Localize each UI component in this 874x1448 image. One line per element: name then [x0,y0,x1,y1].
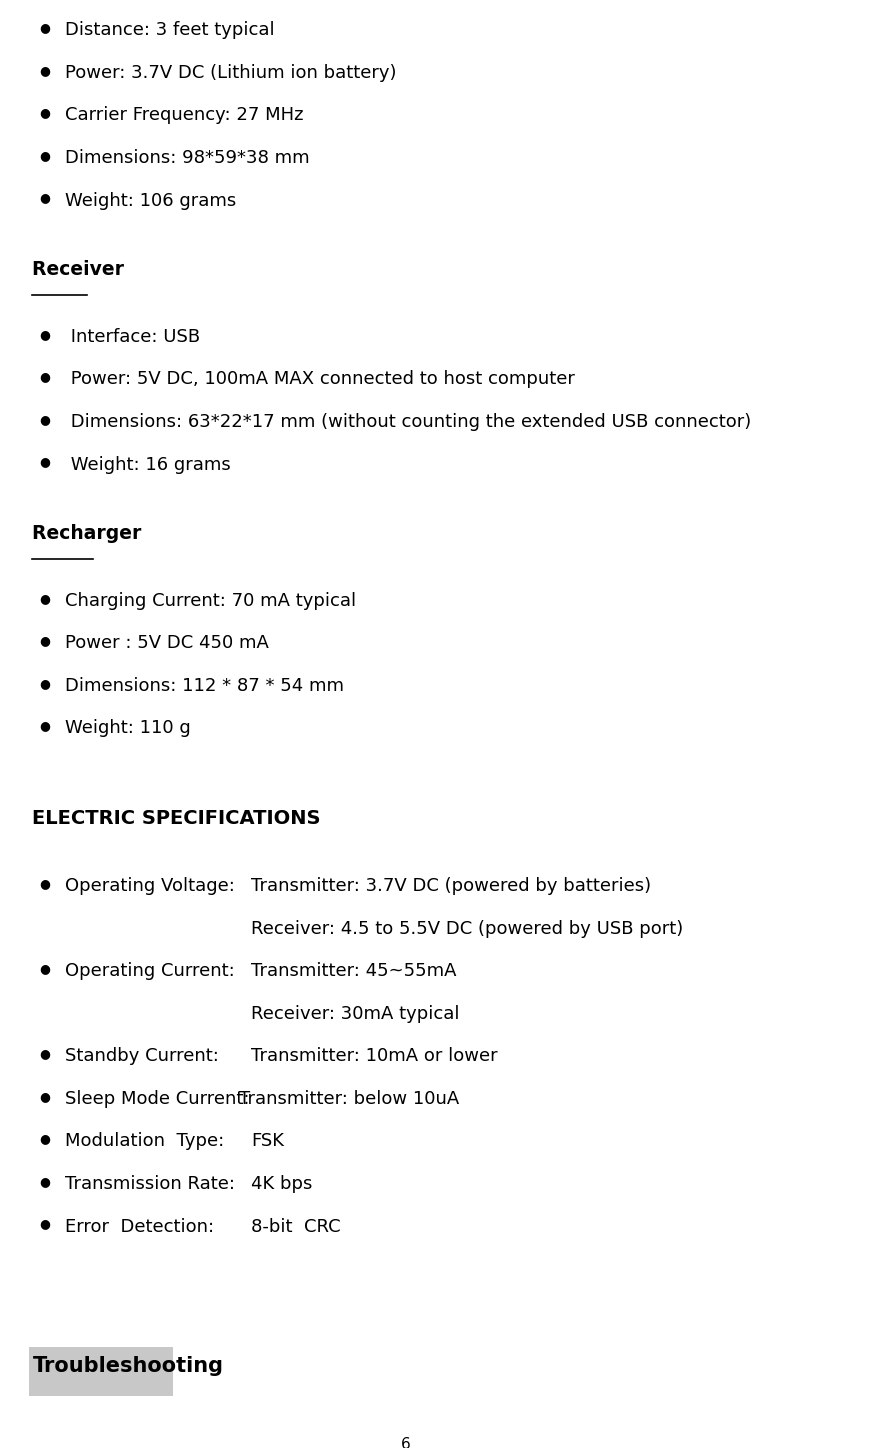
Text: ●: ● [39,877,50,891]
Text: Troubleshooting: Troubleshooting [32,1355,224,1376]
Text: Carrier Frequency: 27 MHz: Carrier Frequency: 27 MHz [65,107,303,125]
Text: Weight: 16 grams: Weight: 16 grams [65,456,231,473]
Text: Recharger: Recharger [32,524,149,543]
Text: ●: ● [39,1218,50,1231]
Text: ●: ● [39,149,50,162]
Text: Transmission Rate:: Transmission Rate: [65,1174,235,1193]
Text: Charging Current: 70 mA typical: Charging Current: 70 mA typical [65,592,356,610]
Text: ●: ● [39,413,50,426]
Text: Distance: 3 feet typical: Distance: 3 feet typical [65,22,274,39]
Text: Dimensions: 63*22*17 mm (without counting the extended USB connector): Dimensions: 63*22*17 mm (without countin… [65,413,751,432]
Text: ●: ● [39,1047,50,1060]
Text: ●: ● [39,592,50,605]
Text: Transmitter: below 10uA: Transmitter: below 10uA [239,1090,460,1108]
Text: Operating Voltage:: Operating Voltage: [65,877,235,895]
Text: ●: ● [39,1090,50,1103]
Text: ●: ● [39,456,50,469]
Text: ●: ● [39,64,50,77]
Text: ●: ● [39,371,50,384]
Text: Power: 5V DC, 100mA MAX connected to host computer: Power: 5V DC, 100mA MAX connected to hos… [65,371,575,388]
FancyBboxPatch shape [29,1347,173,1396]
Text: Power: 3.7V DC (Lithium ion battery): Power: 3.7V DC (Lithium ion battery) [65,64,397,83]
Text: ●: ● [39,720,50,733]
Text: Operating Current:: Operating Current: [65,961,234,980]
Text: Modulation  Type:: Modulation Type: [65,1132,224,1150]
Text: Transmitter: 3.7V DC (powered by batteries): Transmitter: 3.7V DC (powered by batteri… [252,877,651,895]
Text: Receiver: Receiver [32,259,131,278]
Text: Sleep Mode Current:: Sleep Mode Current: [65,1090,249,1108]
Text: 8-bit  CRC: 8-bit CRC [252,1218,341,1235]
Text: FSK: FSK [252,1132,284,1150]
Text: ●: ● [39,22,50,35]
Text: ●: ● [39,327,50,340]
Text: Dimensions: 112 * 87 * 54 mm: Dimensions: 112 * 87 * 54 mm [65,676,343,695]
Text: Weight: 106 grams: Weight: 106 grams [65,191,236,210]
Text: ●: ● [39,107,50,119]
Text: ●: ● [39,961,50,975]
Text: ●: ● [39,1174,50,1187]
Text: Error  Detection:: Error Detection: [65,1218,214,1235]
Text: ●: ● [39,1132,50,1145]
Text: 6: 6 [400,1436,410,1448]
Text: Dimensions: 98*59*38 mm: Dimensions: 98*59*38 mm [65,149,309,167]
Text: ●: ● [39,634,50,647]
Text: ●: ● [39,676,50,689]
Text: Transmitter: 10mA or lower: Transmitter: 10mA or lower [252,1047,498,1066]
Text: Interface: USB: Interface: USB [65,327,200,346]
Text: 4K bps: 4K bps [252,1174,313,1193]
Text: Receiver: 4.5 to 5.5V DC (powered by USB port): Receiver: 4.5 to 5.5V DC (powered by USB… [252,919,683,937]
Text: Standby Current:: Standby Current: [65,1047,218,1066]
Text: Weight: 110 g: Weight: 110 g [65,720,191,737]
Text: Power : 5V DC 450 mA: Power : 5V DC 450 mA [65,634,268,652]
Text: Receiver: 30mA typical: Receiver: 30mA typical [252,1005,460,1022]
Text: ●: ● [39,191,50,204]
Text: Transmitter: 45~55mA: Transmitter: 45~55mA [252,961,457,980]
Text: ELECTRIC SPECIFICATIONS: ELECTRIC SPECIFICATIONS [32,809,321,828]
